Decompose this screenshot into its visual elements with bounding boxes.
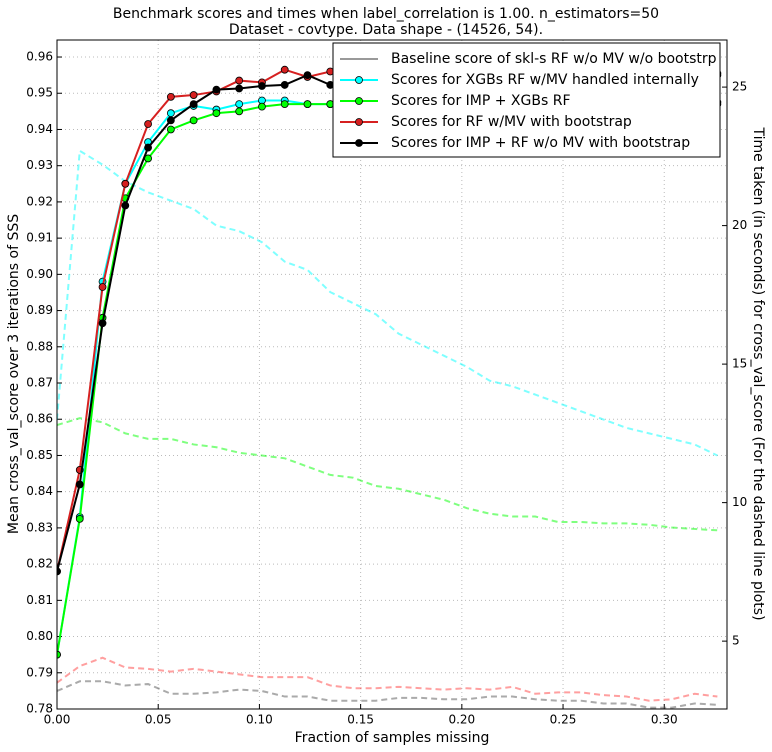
x-tick-label: 0.10 (246, 713, 273, 727)
point (235, 84, 244, 93)
point (57, 567, 61, 576)
y-tick-label: 0.91 (26, 231, 53, 245)
y2-tick-label: 20 (732, 218, 747, 232)
y-tick-label: 0.84 (26, 484, 53, 498)
legend-marker (355, 76, 363, 84)
score-line (57, 95, 718, 655)
y-tick-label: 0.95 (26, 86, 53, 100)
y-tick-label: 0.96 (26, 50, 53, 64)
legend-label: Scores for XGBs RF w/MV handled internal… (391, 72, 699, 88)
time-line (57, 417, 718, 532)
point (189, 116, 198, 125)
point (144, 143, 152, 152)
y-tick-label: 0.80 (26, 629, 53, 643)
y-tick-label: 0.86 (26, 412, 53, 426)
point (121, 179, 130, 188)
point (235, 100, 244, 109)
x-tick-label: 0.05 (145, 713, 172, 727)
y2-axis-label: Time taken (in seconds) for cross_val_sc… (750, 126, 766, 620)
y2-tick-label: 25 (732, 80, 747, 94)
point (166, 92, 175, 101)
y-tick-label: 0.79 (26, 665, 53, 679)
legend-label: Scores for RF w/MV with bootstrap (391, 114, 632, 130)
time-line (57, 149, 718, 457)
legend-label: Scores for IMP + RF w/o MV with bootstra… (391, 135, 690, 151)
point (57, 650, 61, 659)
point (189, 91, 198, 99)
point (98, 283, 107, 291)
y2-tick-label: 5 (732, 634, 740, 648)
point (303, 100, 312, 109)
point (280, 81, 289, 89)
y2-tick-label: 15 (732, 357, 747, 371)
y-axis-label: Mean cross_val_score over 3 iterations o… (6, 214, 22, 534)
x-tick-label: 0.00 (44, 713, 71, 727)
legend-box (332, 42, 721, 158)
y-tick-label: 0.87 (26, 376, 53, 390)
y2-tick-label: 10 (732, 495, 747, 509)
legend-marker (355, 97, 363, 105)
point (303, 71, 312, 80)
x-tick-label: 0.15 (347, 713, 374, 727)
point (144, 120, 152, 128)
y-tick-label: 0.94 (26, 122, 53, 136)
x-axis-label: Fraction of samples missing (295, 730, 490, 746)
point (280, 65, 289, 74)
score-line (57, 99, 718, 655)
y-tick-label: 0.88 (26, 339, 53, 353)
point (235, 76, 244, 85)
point (166, 109, 175, 118)
y-tick-label: 0.93 (26, 158, 53, 172)
point (166, 125, 175, 134)
legend-marker (355, 139, 363, 147)
y-tick-label: 0.81 (26, 593, 53, 607)
chart-title: Benchmark scores and times when label_co… (113, 6, 659, 22)
point (166, 116, 175, 125)
point (212, 85, 221, 94)
point (189, 100, 198, 109)
point (75, 514, 84, 523)
point (258, 102, 266, 111)
point (212, 109, 221, 118)
chart-subtitle: Dataset - covtype. Data shape - (14526, … (229, 22, 543, 38)
x-tick-label: 0.20 (448, 713, 475, 727)
point (75, 480, 84, 489)
y-tick-label: 0.90 (26, 267, 53, 281)
time-line (57, 680, 718, 709)
y-tick-label: 0.85 (26, 448, 53, 462)
y-tick-label: 0.83 (26, 520, 53, 534)
legend-marker (355, 118, 363, 126)
time-line (57, 656, 718, 702)
y-tick-label: 0.89 (26, 303, 53, 317)
x-tick-label: 0.25 (550, 713, 577, 727)
y-tick-label: 0.78 (26, 702, 53, 716)
y-tick-label: 0.82 (26, 557, 53, 571)
x-tick-label: 0.30 (651, 713, 678, 727)
plot-lines (57, 63, 722, 709)
plot-frame (56, 39, 728, 710)
legend-label: Baseline score of skl-s RF w/o MV w/o bo… (391, 51, 717, 67)
point (235, 107, 244, 116)
point (258, 82, 266, 90)
point (121, 201, 130, 210)
point (280, 100, 289, 109)
y-tick-label: 0.92 (26, 194, 53, 208)
legend-label: Scores for IMP + XGBs RF (391, 93, 571, 109)
point (98, 319, 107, 328)
